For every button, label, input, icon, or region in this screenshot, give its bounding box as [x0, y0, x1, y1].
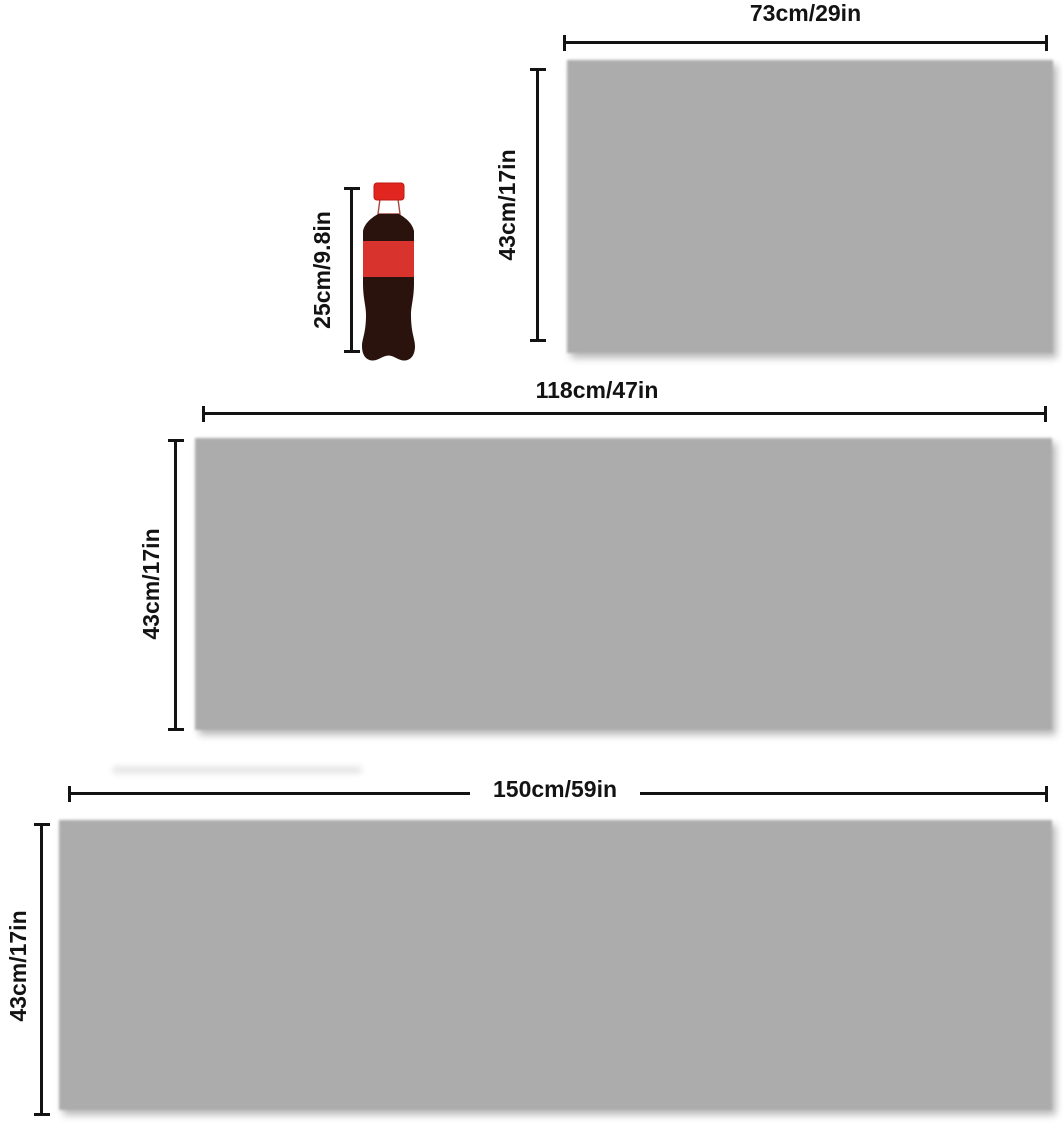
medium-mat-height-dimension-line: [167, 439, 184, 731]
cola-bottle-icon: [362, 182, 415, 361]
large-mat-width-label: 150cm/59in: [492, 776, 618, 802]
dimension-end-tick: [529, 339, 546, 342]
large-mat-width-dimension-line-right: [640, 785, 1048, 802]
large-mat-height-dimension-line: [33, 823, 50, 1116]
dimension-end-tick: [33, 1113, 50, 1116]
dimension-end-tick: [202, 405, 205, 422]
medium-mat-width-label: 118cm/47in: [535, 377, 659, 403]
dimension-end-tick: [167, 439, 184, 442]
dimension-end-tick: [68, 785, 71, 802]
dimension-end-tick: [1044, 405, 1047, 422]
medium-mat-width-dimension-line: [202, 405, 1047, 422]
large-mat-width-dimension-line-left: [68, 785, 470, 802]
dimension-end-tick: [343, 350, 360, 353]
bottle-height-label: 25cm/9.8in: [308, 211, 335, 329]
small-mat-width-label: 73cm/29in: [749, 0, 862, 26]
large-mat: [59, 820, 1052, 1110]
dimension-end-tick: [167, 728, 184, 731]
faint-artifact: [112, 766, 362, 774]
dimension-end-tick: [563, 34, 566, 51]
dimension-end-tick: [343, 187, 360, 190]
small-mat-height-label: 43cm/17in: [493, 149, 520, 261]
small-mat-height-dimension-line: [529, 68, 546, 342]
medium-mat: [195, 438, 1052, 730]
dimension-end-tick: [1045, 34, 1048, 51]
bottle-height-dimension-line: [343, 187, 360, 353]
dimension-end-tick: [529, 68, 546, 71]
small-mat-width-dimension-line: [563, 34, 1048, 51]
large-mat-height-label: 43cm/17in: [4, 910, 31, 1022]
medium-mat-height-label: 43cm/17in: [137, 528, 164, 640]
dimension-end-tick: [33, 823, 50, 826]
small-mat: [567, 60, 1053, 353]
dimension-end-tick: [1045, 785, 1048, 802]
